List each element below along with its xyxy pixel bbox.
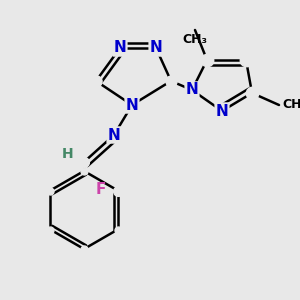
Text: N: N bbox=[186, 82, 198, 98]
Text: N: N bbox=[126, 98, 138, 112]
Text: N: N bbox=[108, 128, 120, 142]
Text: N: N bbox=[114, 40, 126, 56]
Text: N: N bbox=[216, 103, 228, 118]
Text: CH₃: CH₃ bbox=[282, 98, 300, 112]
Text: H: H bbox=[62, 148, 73, 161]
Text: N: N bbox=[150, 40, 162, 56]
Text: CH₃: CH₃ bbox=[182, 33, 208, 46]
Text: F: F bbox=[96, 182, 106, 196]
